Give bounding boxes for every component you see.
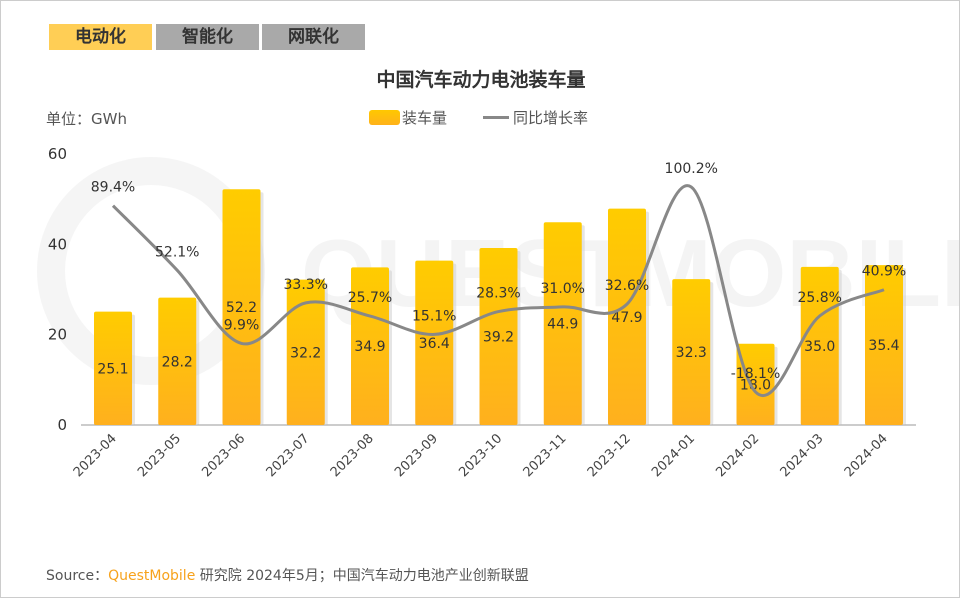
x-tick-label: 2023-07 — [264, 431, 313, 480]
bar — [672, 279, 711, 425]
bar-value-label: 32.3 — [676, 345, 707, 361]
bar-value-label: 25.1 — [97, 361, 128, 377]
x-tick-label: 2023-05 — [135, 431, 184, 480]
line-value-label: 89.4% — [91, 180, 135, 196]
line-value-label: 28.3% — [476, 286, 520, 302]
line-value-label: 32.6% — [605, 278, 649, 294]
x-tick-label: 2023-04 — [71, 431, 120, 480]
line-value-label: 9.9% — [224, 317, 260, 333]
y-tick-label: 0 — [57, 416, 67, 434]
chart-title: 中国汽车动力电池装车量 — [376, 69, 586, 91]
source-text: 研究院 2024年5月；中国汽车动力电池产业创新联盟 — [199, 568, 529, 584]
y-tick-label: 40 — [48, 235, 67, 253]
bar-value-label: 47.9 — [611, 310, 642, 326]
bar-value-label: 32.2 — [290, 345, 321, 361]
bar — [543, 222, 582, 425]
bar-value-label: 39.2 — [483, 329, 514, 345]
bar — [415, 260, 454, 425]
line-value-label: 52.1% — [155, 244, 199, 260]
x-tick-label: 2024-03 — [778, 431, 827, 480]
bar-value-label: 35.4 — [868, 338, 899, 354]
line-value-label: 33.3% — [284, 277, 328, 293]
line-value-label: 15.1% — [412, 308, 456, 324]
growth-rate-line — [111, 184, 885, 397]
line-value-label: 25.7% — [348, 290, 392, 306]
unit-label: 单位：GWh — [46, 110, 127, 128]
y-tick-label: 60 — [48, 145, 67, 163]
tab-connectivity[interactable]: 网联化 — [262, 24, 365, 50]
bar — [286, 279, 325, 425]
tab-intelligence[interactable]: 智能化 — [156, 24, 259, 50]
bar-value-label: 52.2 — [226, 300, 257, 316]
x-tick-label: 2023-08 — [328, 431, 377, 480]
line-value-label: 25.8% — [798, 290, 842, 306]
x-tick-label: 2023-10 — [456, 431, 505, 480]
bar-value-label: 28.2 — [162, 354, 193, 370]
line-value-label: 31.0% — [541, 281, 585, 297]
bar-value-label: 35.0 — [804, 339, 835, 355]
tab-electrification[interactable]: 电动化 — [49, 24, 152, 50]
bar-value-label: 34.9 — [354, 339, 385, 355]
x-tick-label: 2023-12 — [585, 431, 634, 480]
x-tick-label: 2024-02 — [713, 431, 762, 480]
legend: 装车量 同比增长率 — [369, 107, 588, 128]
source-brand: QuestMobile — [108, 568, 196, 584]
bar — [865, 265, 903, 425]
legend-bar-swatch — [369, 110, 400, 125]
x-tick-label: 2023-06 — [199, 431, 248, 480]
x-tick-label: 2023-09 — [392, 431, 441, 480]
y-tick-label: 20 — [48, 326, 67, 344]
x-tick-label: 2024-04 — [842, 431, 891, 480]
source-note: Source：QuestMobile 研究院 2024年5月；中国汽车动力电池产… — [46, 565, 529, 585]
bar-value-label: 36.4 — [419, 336, 450, 352]
legend-line-swatch — [483, 116, 510, 119]
bar — [800, 266, 839, 425]
line-value-label: 100.2% — [665, 161, 718, 177]
x-tick-label: 2023-11 — [521, 431, 570, 480]
bar — [94, 311, 132, 425]
source-prefix: Source： — [46, 568, 109, 584]
legend-bar-label: 装车量 — [402, 109, 448, 127]
x-tick-label: 2024-01 — [649, 431, 698, 480]
legend-line-label: 同比增长率 — [513, 109, 589, 127]
bar — [222, 189, 261, 425]
line-value-label: 40.9% — [862, 264, 906, 280]
bar — [351, 267, 389, 425]
bar — [736, 343, 775, 425]
bar — [158, 297, 197, 425]
bar — [479, 247, 518, 425]
bar-value-label: 44.9 — [547, 317, 578, 333]
line-value-label: -18.1% — [731, 366, 781, 382]
bar — [608, 208, 646, 425]
